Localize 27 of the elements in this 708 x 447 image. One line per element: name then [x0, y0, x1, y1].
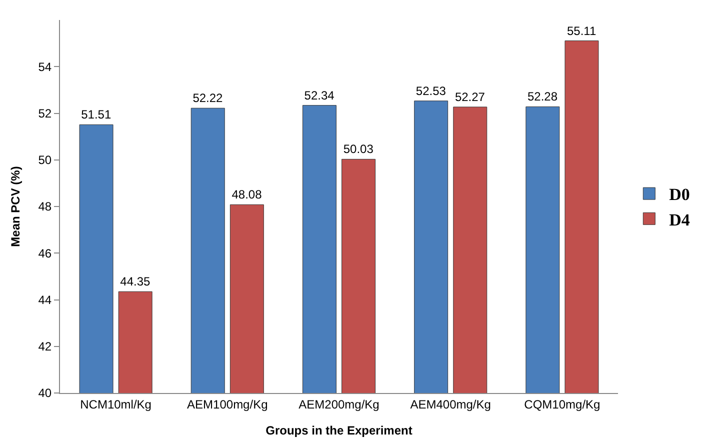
y-tick-label: 50: [38, 153, 52, 168]
data-label: 52.22: [192, 91, 224, 106]
data-label: 55.11: [567, 24, 596, 38]
x-tick-label: CQM10mg/Kg: [524, 397, 600, 412]
y-tick-label: 52: [38, 106, 52, 120]
x-tick-label: AEM100mg/Kg: [187, 397, 268, 412]
legend-label: D0: [669, 185, 690, 204]
data-label: 52.53: [416, 84, 446, 98]
data-label: 52.34: [304, 88, 335, 102]
data-label: 48.08: [232, 188, 262, 202]
y-tick-label: 44: [38, 292, 52, 307]
data-label: 51.51: [81, 108, 112, 122]
data-label: 52.27: [454, 90, 486, 104]
x-axis-title: Groups in the Experiment: [266, 423, 412, 438]
y-axis-title: Mean PCV (%): [8, 166, 23, 247]
x-tick-label: NCM10ml/Kg: [80, 397, 152, 412]
y-tick-label: 42: [38, 340, 52, 354]
data-label: 50.03: [343, 142, 374, 156]
legend-label: D4: [669, 210, 690, 230]
y-tick-label: 46: [38, 246, 52, 260]
y-tick-label: 48: [38, 200, 52, 214]
y-tick-label: 40: [38, 386, 52, 400]
data-label: 44.35: [120, 274, 151, 289]
x-tick-label: AEM400mg/Kg: [410, 397, 491, 412]
data-label: 52.28: [527, 90, 558, 104]
y-tick-label: 54: [38, 60, 52, 74]
x-tick-label: AEM200mg/Kg: [298, 397, 380, 412]
